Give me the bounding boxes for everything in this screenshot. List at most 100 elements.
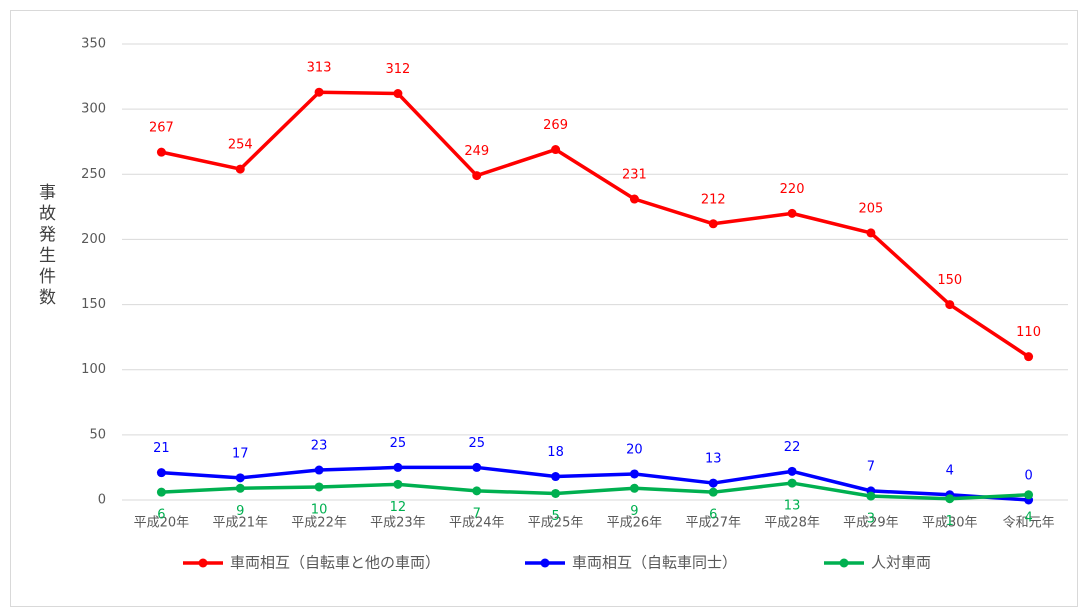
data-label: 3 [867, 512, 875, 527]
data-label: 23 [311, 439, 328, 454]
x-tick-label: 平成24年 [449, 516, 505, 531]
data-label: 110 [1016, 325, 1041, 340]
data-point [787, 478, 797, 488]
data-label: 21 [153, 441, 170, 456]
data-label: 267 [149, 121, 174, 136]
data-label: 231 [622, 168, 647, 183]
data-label: 150 [937, 273, 962, 288]
y-tick-label: 0 [98, 493, 106, 508]
y-tick-label: 250 [81, 167, 106, 182]
x-tick-label: 平成20年 [134, 516, 190, 531]
data-label: 313 [307, 61, 332, 76]
y-tick-label: 300 [81, 102, 106, 117]
y-tick-label: 50 [89, 427, 106, 442]
data-label: 22 [784, 440, 801, 455]
data-label: 9 [236, 504, 244, 519]
data-label: 220 [780, 182, 805, 197]
legend-swatch-dot [540, 558, 550, 568]
data-label: 20 [626, 442, 643, 457]
y-axis-label: 事故発生件数 [35, 183, 56, 309]
data-point [945, 300, 955, 310]
data-label: 12 [390, 500, 407, 515]
data-label: 7 [473, 506, 481, 521]
data-point [551, 488, 561, 498]
y-tick-label: 100 [81, 362, 106, 377]
data-label: 6 [709, 508, 717, 523]
data-label: 212 [701, 192, 726, 207]
data-label: 312 [386, 62, 411, 77]
series-line [161, 465, 1029, 502]
series-line [161, 481, 1029, 501]
data-label: 1 [946, 514, 954, 529]
legend-label: 車両相互（自転車と他の車両） [230, 554, 440, 572]
data-label: 25 [468, 436, 485, 451]
legend-swatch-dot [839, 558, 849, 568]
data-label: 7 [867, 459, 875, 474]
data-point [866, 491, 876, 501]
data-point [393, 479, 403, 489]
data-label: 249 [464, 144, 489, 159]
data-point [629, 194, 639, 204]
legend-label: 車両相互（自転車同士） [572, 554, 737, 572]
legend-label: 人対車両 [871, 554, 931, 572]
data-label: 4 [1024, 510, 1032, 525]
data-label: 4 [946, 463, 954, 478]
y-tick-label: 200 [81, 232, 106, 247]
data-point [393, 89, 403, 99]
x-tick-label: 平成21年 [212, 516, 268, 531]
x-tick-label: 平成23年 [370, 516, 426, 531]
data-point [156, 487, 166, 497]
data-point [156, 147, 166, 157]
data-point [314, 482, 324, 492]
data-point [787, 466, 797, 476]
data-point [393, 462, 403, 472]
data-point [708, 478, 718, 488]
x-tick-label: 平成30年 [922, 516, 978, 531]
series-line [161, 90, 1030, 359]
data-point [235, 483, 245, 493]
data-point [866, 228, 876, 238]
x-tick-label: 平成25年 [528, 516, 584, 531]
data-point [472, 486, 482, 496]
data-point [314, 87, 324, 97]
data-label: 25 [390, 436, 407, 451]
x-tick-label: 平成29年 [843, 516, 899, 531]
data-point [708, 219, 718, 229]
x-tick-label: 平成28年 [764, 516, 820, 531]
data-point [551, 472, 561, 482]
data-label: 18 [547, 445, 564, 460]
data-point [235, 473, 245, 483]
data-label: 0 [1024, 469, 1032, 484]
data-label: 10 [311, 502, 328, 517]
x-tick-label: 平成26年 [607, 516, 663, 531]
data-point [472, 171, 482, 181]
y-tick-label: 150 [81, 297, 106, 312]
x-tick-label: 平成22年 [291, 516, 347, 531]
data-point [708, 487, 718, 497]
x-tick-label: 平成27年 [685, 516, 741, 531]
data-label: 13 [705, 452, 722, 467]
data-point [156, 468, 166, 478]
data-label: 269 [543, 118, 568, 133]
data-point [787, 208, 797, 218]
data-label: 254 [228, 138, 253, 153]
data-point [629, 483, 639, 493]
data-label: 17 [232, 446, 249, 461]
data-point [945, 494, 955, 504]
data-label: 5 [551, 509, 559, 524]
data-label: 13 [784, 499, 801, 514]
data-point [629, 469, 639, 479]
data-point [551, 145, 561, 155]
data-label: 9 [630, 504, 638, 519]
data-point [1024, 490, 1034, 500]
data-point [314, 465, 324, 475]
data-point [235, 164, 245, 174]
chart-frame [10, 10, 1078, 607]
data-label: 6 [157, 508, 165, 523]
data-label: 205 [859, 201, 884, 216]
legend-swatch-dot [198, 558, 208, 568]
x-tick-label: 令和元年 [1003, 516, 1055, 531]
y-tick-label: 350 [81, 37, 106, 52]
data-point [472, 462, 482, 472]
